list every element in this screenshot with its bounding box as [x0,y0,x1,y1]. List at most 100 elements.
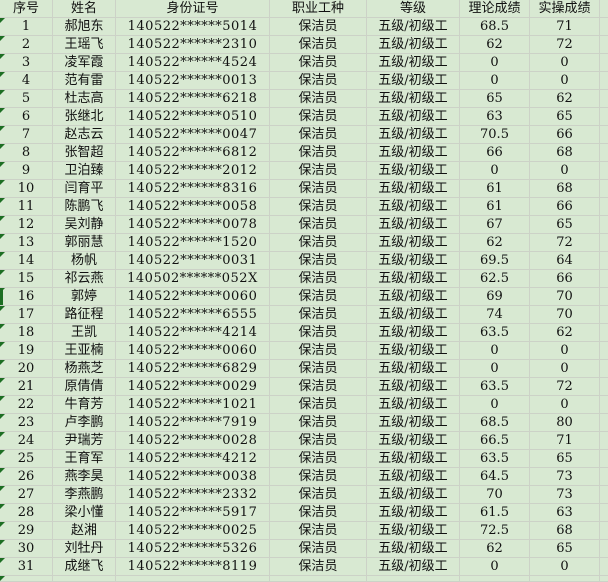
cell-no[interactable]: 19 [0,342,53,360]
empty-cell[interactable] [600,18,608,36]
cell-job[interactable]: 保洁员 [270,18,367,36]
cell-theory[interactable]: 70 [460,486,530,504]
cell-theory[interactable]: 61.5 [460,504,530,522]
cell-job[interactable]: 保洁员 [270,504,367,522]
empty-cell[interactable] [600,252,608,270]
cell-level[interactable]: 五级/初级工 [367,432,460,450]
cell-no[interactable]: 16 [0,288,53,306]
cell-practice[interactable]: 0 [530,396,600,414]
cell-practice[interactable]: 71 [530,432,600,450]
cell-level[interactable]: 五级/初级工 [367,198,460,216]
cell-id[interactable]: 140522******5917 [116,504,270,522]
cell-no[interactable]: 9 [0,162,53,180]
empty-cell[interactable] [600,414,608,432]
cell-name[interactable]: 牛育芳 [53,396,116,414]
cell-name[interactable]: 李燕鹏 [53,486,116,504]
cell-job[interactable]: 保洁员 [270,36,367,54]
cell-id[interactable]: 140522******0060 [116,342,270,360]
cell-level[interactable]: 五级/初级工 [367,342,460,360]
empty-cell[interactable] [600,108,608,126]
cell-name[interactable]: 王育军 [53,450,116,468]
cell-no[interactable]: 8 [0,144,53,162]
empty-cell[interactable] [600,522,608,540]
cell-no[interactable]: 29 [0,522,53,540]
empty-cell[interactable] [600,486,608,504]
empty-cell[interactable] [600,0,608,18]
cell-job[interactable]: 保洁员 [270,54,367,72]
column-header-name[interactable]: 姓名 [53,0,116,18]
cell-practice[interactable]: 0 [530,360,600,378]
empty-cell[interactable] [530,576,600,582]
cell-job[interactable]: 保洁员 [270,234,367,252]
cell-practice[interactable]: 0 [530,54,600,72]
cell-level[interactable]: 五级/初级工 [367,306,460,324]
empty-cell[interactable] [600,144,608,162]
cell-practice[interactable]: 68 [530,522,600,540]
cell-no[interactable]: 11 [0,198,53,216]
cell-level[interactable]: 五级/初级工 [367,126,460,144]
cell-job[interactable]: 保洁员 [270,360,367,378]
cell-no[interactable]: 20 [0,360,53,378]
cell-practice[interactable]: 65 [530,108,600,126]
cell-practice[interactable]: 65 [530,540,600,558]
cell-practice[interactable]: 72 [530,378,600,396]
empty-cell[interactable] [600,270,608,288]
cell-job[interactable]: 保洁员 [270,414,367,432]
cell-job[interactable]: 保洁员 [270,522,367,540]
cell-job[interactable]: 保洁员 [270,540,367,558]
cell-id[interactable]: 140522******0025 [116,522,270,540]
cell-no[interactable]: 24 [0,432,53,450]
empty-cell[interactable] [460,576,530,582]
cell-level[interactable]: 五级/初级工 [367,234,460,252]
cell-level[interactable]: 五级/初级工 [367,522,460,540]
cell-level[interactable]: 五级/初级工 [367,72,460,90]
cell-practice[interactable]: 70 [530,306,600,324]
cell-name[interactable]: 卫泊臻 [53,162,116,180]
cell-job[interactable]: 保洁员 [270,342,367,360]
cell-name[interactable]: 郭丽慧 [53,234,116,252]
cell-theory[interactable]: 68.5 [460,18,530,36]
cell-job[interactable]: 保洁员 [270,306,367,324]
cell-practice[interactable]: 66 [530,270,600,288]
cell-level[interactable]: 五级/初级工 [367,270,460,288]
cell-level[interactable]: 五级/初级工 [367,378,460,396]
empty-cell[interactable] [600,324,608,342]
empty-cell[interactable] [600,540,608,558]
empty-cell[interactable] [600,432,608,450]
cell-level[interactable]: 五级/初级工 [367,180,460,198]
cell-id[interactable]: 140522******0031 [116,252,270,270]
cell-job[interactable]: 保洁员 [270,216,367,234]
cell-name[interactable]: 杜志高 [53,90,116,108]
cell-job[interactable]: 保洁员 [270,72,367,90]
cell-id[interactable]: 140522******0078 [116,216,270,234]
cell-id[interactable]: 140522******0510 [116,108,270,126]
cell-id[interactable]: 140522******2310 [116,36,270,54]
cell-name[interactable]: 赵志云 [53,126,116,144]
empty-cell[interactable] [600,378,608,396]
cell-job[interactable]: 保洁员 [270,144,367,162]
cell-no[interactable]: 14 [0,252,53,270]
cell-job[interactable]: 保洁员 [270,90,367,108]
cell-practice[interactable]: 70 [530,288,600,306]
cell-level[interactable]: 五级/初级工 [367,90,460,108]
cell-practice[interactable]: 68 [530,180,600,198]
cell-id[interactable]: 140522******4214 [116,324,270,342]
cell-level[interactable]: 五级/初级工 [367,414,460,432]
empty-cell[interactable] [53,576,116,582]
cell-id[interactable]: 140502******052X [116,270,270,288]
cell-id[interactable]: 140522******6555 [116,306,270,324]
cell-level[interactable]: 五级/初级工 [367,54,460,72]
cell-theory[interactable]: 61 [460,198,530,216]
cell-theory[interactable]: 68.5 [460,414,530,432]
cell-level[interactable]: 五级/初级工 [367,468,460,486]
column-header-id[interactable]: 身份证号 [116,0,270,18]
cell-no[interactable]: 13 [0,234,53,252]
cell-practice[interactable]: 71 [530,18,600,36]
cell-id[interactable]: 140522******8316 [116,180,270,198]
cell-level[interactable]: 五级/初级工 [367,216,460,234]
cell-theory[interactable]: 66.5 [460,432,530,450]
cell-job[interactable]: 保洁员 [270,486,367,504]
empty-cell[interactable] [600,468,608,486]
cell-no[interactable]: 15 [0,270,53,288]
cell-no[interactable]: 18 [0,324,53,342]
